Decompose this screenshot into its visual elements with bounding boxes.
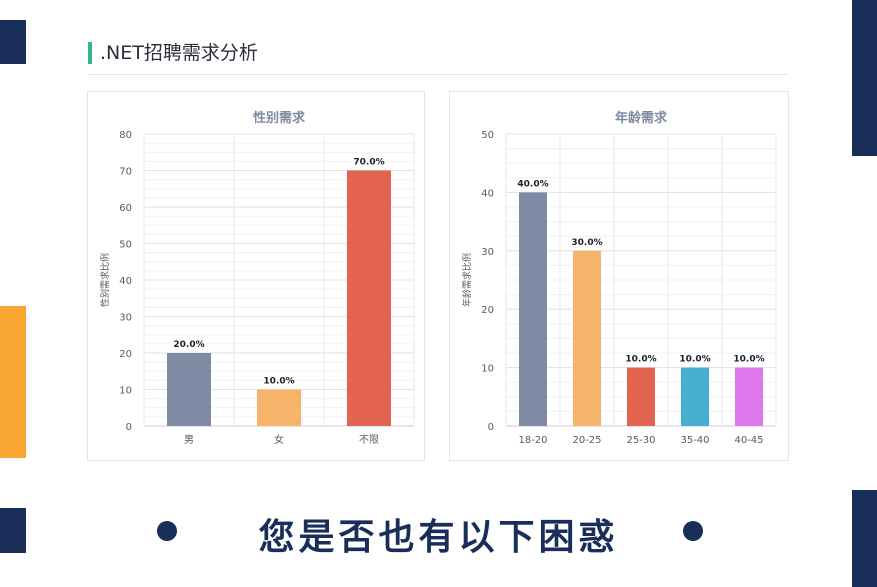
y-tick-label: 40 <box>481 188 494 199</box>
chart-title: 性别需求 <box>253 110 306 126</box>
right-navy-block-bottom <box>852 490 877 587</box>
data-label: 10.0% <box>263 377 294 387</box>
bar <box>347 170 391 426</box>
x-tick-label: 40-45 <box>734 435 763 446</box>
data-label: 30.0% <box>571 238 602 248</box>
banner-text: 您是否也有以下困惑 <box>258 516 619 558</box>
x-tick-label: 20-25 <box>572 435 601 446</box>
bar <box>167 353 211 426</box>
y-tick-label: 70 <box>119 167 132 178</box>
x-tick-label: 不限 <box>359 434 379 446</box>
bar <box>735 367 763 426</box>
y-tick-label: 30 <box>481 247 494 258</box>
bar <box>573 250 601 426</box>
bar <box>519 192 547 426</box>
y-tick-label: 50 <box>481 130 494 141</box>
left-navy-block-top <box>0 20 26 64</box>
y-tick-label: 10 <box>119 386 132 397</box>
data-label: 40.0% <box>517 179 548 189</box>
age-chart-panel: 0 10 20 30 40 50 年龄需求年龄需求比例 40.0% 18-20 30.0% 20-2… <box>449 91 789 461</box>
header-accent-bar <box>88 42 92 64</box>
y-axis-label: 年龄需求比例 <box>461 253 473 307</box>
gender-chart-panel: 0 10 20 30 40 50 60 70 80 性别需求性别需求比例 20.0% 男 10.0% 女 7… <box>87 91 425 461</box>
y-tick-label: 80 <box>119 130 132 141</box>
y-tick-label: 20 <box>119 349 132 360</box>
x-tick-label: 25-30 <box>626 435 655 446</box>
x-tick-label: 35-40 <box>680 435 709 446</box>
bar <box>257 389 301 426</box>
y-tick-label: 50 <box>119 240 132 251</box>
y-axis-label: 性别需求比例 <box>99 253 111 307</box>
banner-dot-left <box>157 521 177 541</box>
x-tick-label: 18-20 <box>518 435 547 446</box>
y-tick-label: 30 <box>119 313 132 324</box>
data-label: 10.0% <box>625 355 656 365</box>
page-title: .NET招聘需求分析 <box>100 42 258 64</box>
y-tick-label: 20 <box>481 305 494 316</box>
banner-dot-right <box>683 521 703 541</box>
left-orange-block <box>0 306 26 458</box>
y-tick-label: 0 <box>488 422 494 433</box>
data-label: 70.0% <box>353 158 384 168</box>
data-label: 20.0% <box>173 340 204 350</box>
y-tick-label: 60 <box>119 203 132 214</box>
chart-title: 年龄需求 <box>615 110 668 126</box>
bar <box>681 367 709 426</box>
y-tick-label: 40 <box>119 276 132 287</box>
x-tick-label: 男 <box>184 434 194 446</box>
data-label: 10.0% <box>679 355 710 365</box>
data-label: 10.0% <box>733 355 764 365</box>
y-tick-label: 10 <box>481 364 494 375</box>
right-navy-block-top <box>852 0 877 156</box>
header-divider <box>88 74 788 75</box>
bar <box>627 367 655 426</box>
y-tick-label: 0 <box>126 422 132 433</box>
x-tick-label: 女 <box>274 433 284 446</box>
left-navy-block-bottom <box>0 508 26 553</box>
